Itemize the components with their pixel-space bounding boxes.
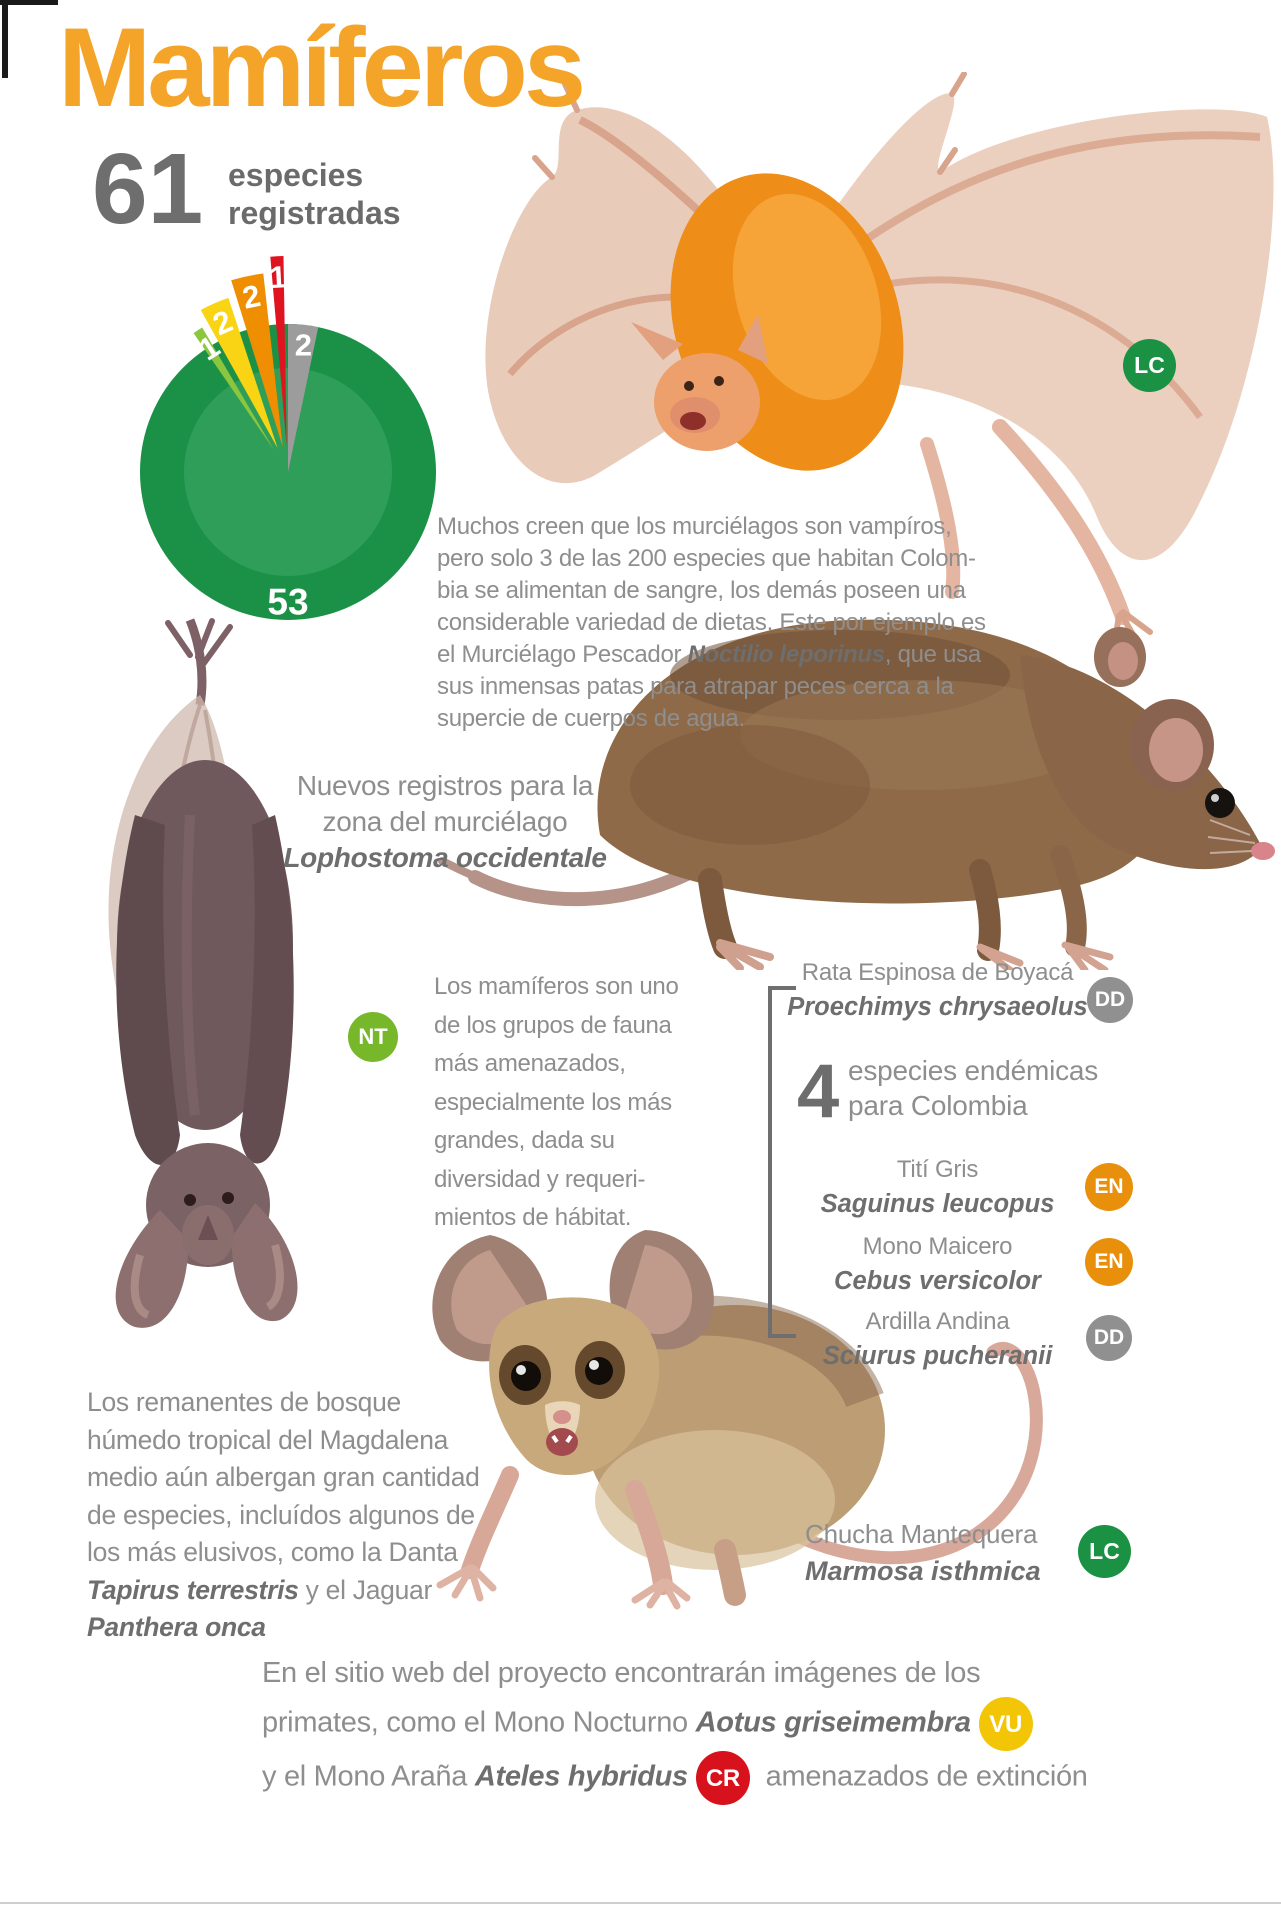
endemic-bracket-top-tick <box>768 986 796 990</box>
endemic-bracket-bottom-tick <box>768 1334 796 1338</box>
status-badge-vu-inline: VU <box>978 1697 1033 1751</box>
status-badge-cr-inline: CR <box>695 1751 750 1805</box>
rata-scientific-name: Proechimys chrysaeolus <box>787 993 1088 1021</box>
species-scientific-name: Saguinus leucopus <box>820 1190 1055 1218</box>
hanging-bat-photo <box>108 618 298 1328</box>
new-records-note: Nuevos registros para la zona del murciél… <box>283 770 607 873</box>
status-badge-dd-rata: DD <box>1087 977 1133 1023</box>
species-scientific-name: Sciurus pucheranii <box>822 1342 1053 1370</box>
bat-intro-paragraph: Muchos creen que los murciélagos son vam… <box>437 513 986 732</box>
species-scientific-name: Cebus versicolor <box>834 1267 1041 1295</box>
rata-espinosa-item: Rata Espinosa de Boyacá Proechimys chrys… <box>720 958 1155 1023</box>
endemic-count-label: especies endémicas para Colombia <box>848 1055 1099 1121</box>
corner-mark-horizontal <box>0 0 58 5</box>
species-count: 61 <box>92 133 204 245</box>
species-item-titi-gris: Tití Gris Saguinus leucopus <box>720 1155 1155 1220</box>
page-title: Mamíferos <box>58 5 586 130</box>
chucha-common-name: Chucha Mantequera <box>805 1519 1038 1549</box>
spiny-rat-photo <box>438 619 1275 970</box>
status-badge-lc-fishing-bat: LC <box>1123 339 1176 392</box>
svg-text:2: 2 <box>295 327 312 362</box>
endemic-count: 4 <box>797 1049 840 1134</box>
species-common-name: Ardilla Andina <box>865 1308 1010 1335</box>
fishing-bat-photo <box>485 72 1274 643</box>
remnants-paragraph: Los remanentes de bosque húmedo tropical … <box>87 1387 480 1642</box>
status-badge-lc-chucha: LC <box>1078 1525 1131 1578</box>
rata-common-name: Rata Espinosa de Boyacá <box>801 959 1074 986</box>
status-badge-dd-ardilla: DD <box>1086 1315 1132 1361</box>
website-paragraph: En el sitio web del proyecto encontrarán… <box>262 1650 1092 1805</box>
status-badge-en-titi-gris: EN <box>1085 1163 1133 1211</box>
species-item-mono-maicero: Mono Maicero Cebus versicolor <box>720 1232 1155 1297</box>
endemic-bracket-line <box>768 986 772 1338</box>
threats-paragraph: Los mamíferos son uno de los grupos de fa… <box>434 973 679 1231</box>
chucha-scientific-name: Marmosa isthmica <box>805 1556 1041 1586</box>
page-bottom-rule <box>0 1902 1281 1904</box>
species-pie-chart: 2 1 2 2 1 53 <box>108 225 468 645</box>
status-badge-en-mono-maicero: EN <box>1085 1238 1133 1286</box>
mouse-opossum-photo <box>432 1230 1043 1610</box>
species-count-label: especies registradas <box>228 157 401 231</box>
species-common-name: Tití Gris <box>896 1156 979 1183</box>
species-item-ardilla-andina: Ardilla Andina Sciurus pucheranii <box>720 1307 1155 1372</box>
svg-text:1: 1 <box>268 259 287 295</box>
species-common-name: Mono Maicero <box>862 1233 1013 1260</box>
corner-mark-vertical <box>2 0 8 78</box>
chucha-item: Chucha Mantequera Marmosa isthmica <box>805 1519 1105 1587</box>
svg-text:53: 53 <box>267 582 308 623</box>
status-badge-nt-hanging-bat: NT <box>348 1012 398 1062</box>
